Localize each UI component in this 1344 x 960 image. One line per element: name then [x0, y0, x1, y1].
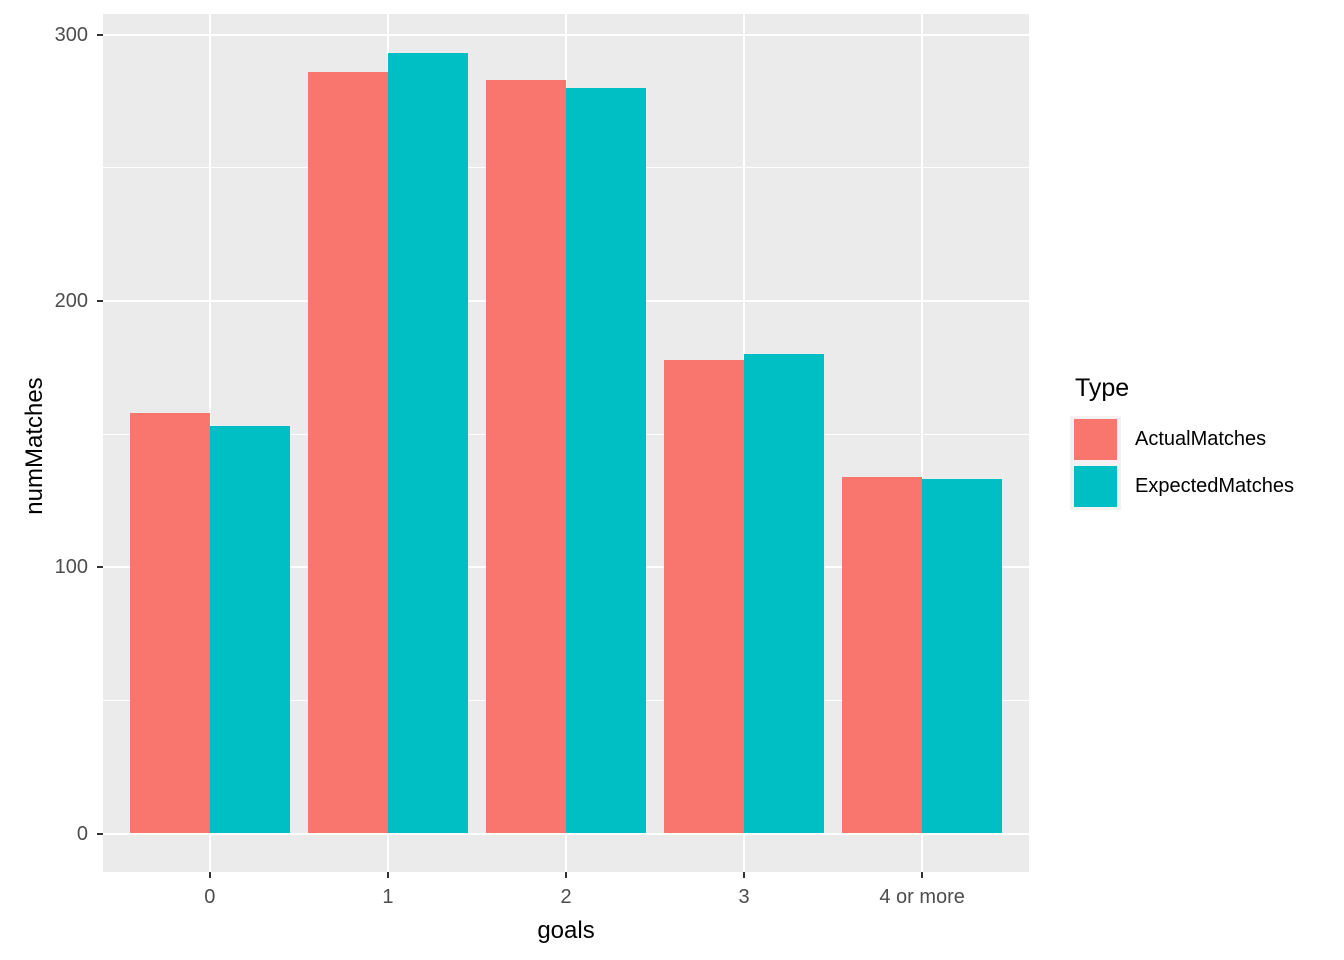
y-tick-label: 300	[54, 23, 88, 46]
legend-label-expected-matches: ExpectedMatches	[1135, 475, 1294, 497]
bar-actual-matches	[842, 476, 923, 834]
y-axis-title: numMatches	[21, 377, 48, 515]
legend-key-background	[1070, 463, 1121, 510]
x-axis-tick	[921, 872, 924, 878]
plot-panel	[103, 14, 1029, 872]
legend-swatch-actual-matches	[1074, 419, 1117, 460]
x-tick-label: 4 or more	[879, 886, 965, 908]
y-tick-label: 200	[54, 290, 88, 313]
bar-expected-matches	[566, 88, 647, 834]
legend-swatch-expected-matches	[1074, 466, 1117, 507]
x-tick-label: 0	[204, 886, 216, 908]
gridline-major-vertical	[921, 14, 924, 872]
y-axis-tick	[97, 566, 103, 569]
x-axis-title: goals	[537, 917, 595, 944]
bar-actual-matches	[307, 72, 388, 834]
bar-actual-matches	[485, 80, 566, 834]
x-axis-tick	[565, 872, 567, 878]
legend-item-expected-matches: ExpectedMatches	[1070, 463, 1330, 510]
y-axis-tick	[97, 300, 103, 303]
y-axis-tick	[97, 33, 103, 36]
y-tick-label: 0	[76, 822, 88, 845]
bar-expected-matches	[922, 479, 1003, 834]
x-tick-label: 3	[738, 886, 750, 908]
x-axis-tick	[386, 872, 389, 878]
x-axis-tick	[208, 872, 211, 878]
legend-label-actual-matches: ActualMatches	[1135, 428, 1267, 450]
x-axis-tick	[743, 872, 746, 878]
bar-expected-matches	[209, 426, 290, 834]
bar-expected-matches	[387, 53, 469, 834]
legend-keys: ActualMatches ExpectedMatches	[1070, 416, 1330, 510]
x-tick-label: 2	[560, 886, 572, 908]
y-axis-tick	[97, 832, 103, 835]
bar-actual-matches	[663, 359, 745, 834]
y-tick-label: 100	[54, 556, 88, 579]
legend-title: Type	[1075, 374, 1130, 402]
bar-expected-matches	[744, 354, 825, 834]
legend-item-actual-matches: ActualMatches	[1070, 416, 1330, 463]
legend-key-background	[1070, 416, 1121, 463]
legend: Type ActualMatches ExpectedMatches	[1070, 372, 1330, 510]
bar-actual-matches	[129, 412, 210, 834]
x-tick-label: 1	[382, 886, 394, 908]
